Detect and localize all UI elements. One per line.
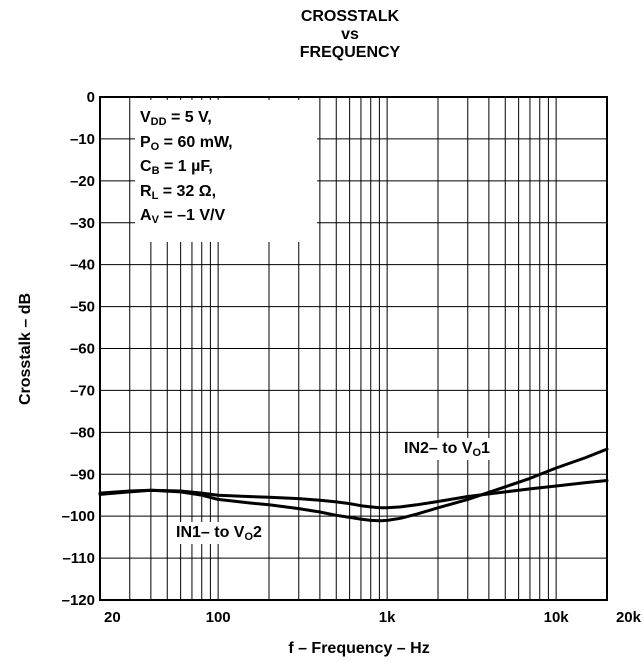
title-line-1: CROSSTALK [300, 8, 400, 25]
condition-av: AV = –1 V/V [140, 207, 226, 226]
x-tick-label: 20k [616, 609, 642, 626]
x-axis-label: f – Frequency – Hz [288, 640, 429, 657]
y-tick-label: –110 [62, 550, 95, 567]
y-tick-label: –20 [70, 173, 95, 190]
y-axis-label: Crosstalk – dB [17, 293, 34, 405]
y-tick-label: 0 [87, 89, 95, 106]
y-tick-label: –100 [62, 508, 95, 525]
title-line-2: vs [341, 26, 359, 43]
series-label-in2-to-vo1: IN2– to VO1 [400, 438, 494, 460]
x-tick-label: 100 [206, 609, 231, 626]
y-tick-label: –30 [70, 215, 95, 232]
y-tick-label: –90 [70, 466, 95, 483]
y-tick-labels: 0 –10 –20 –30 –40 –50 –60 –70 –80 –90 –100 –110 –120 [62, 89, 95, 609]
y-tick-label: –70 [70, 382, 95, 399]
x-tick-labels: 20 100 1k 10k 20k [104, 609, 642, 626]
y-tick-label: –80 [70, 424, 95, 441]
y-tick-label: –120 [62, 592, 95, 609]
y-tick-label: –40 [70, 257, 95, 274]
x-tick-label: 20 [104, 609, 121, 626]
series-line-2 [98, 447, 609, 523]
y-tick-label: –60 [70, 341, 95, 358]
conditions-background [135, 100, 317, 242]
series-layer [98, 447, 609, 523]
condition-vdd: VDD = 5 V, [140, 109, 212, 128]
test-conditions: VDD = 5 V, PO = 60 mW, CB = 1 µF, RL = 3… [140, 106, 233, 229]
title-line-3: FREQUENCY [299, 44, 401, 61]
y-tick-label: –10 [70, 131, 95, 148]
series-line-1 [98, 479, 609, 510]
condition-po: PO = 60 mW, [140, 133, 233, 153]
condition-rl: RL = 32 Ω, [140, 182, 217, 202]
chart-title: CROSSTALK vs FREQUENCY [280, 8, 420, 62]
x-tick-label: 1k [379, 609, 396, 626]
y-tick-label: –50 [70, 299, 95, 316]
plot-frame [99, 96, 608, 601]
x-tick-label: 10k [544, 609, 570, 626]
series-label-in1-to-vo2: IN1– to VO2 [172, 522, 266, 544]
condition-cb: CB = 1 µF, [140, 158, 213, 177]
